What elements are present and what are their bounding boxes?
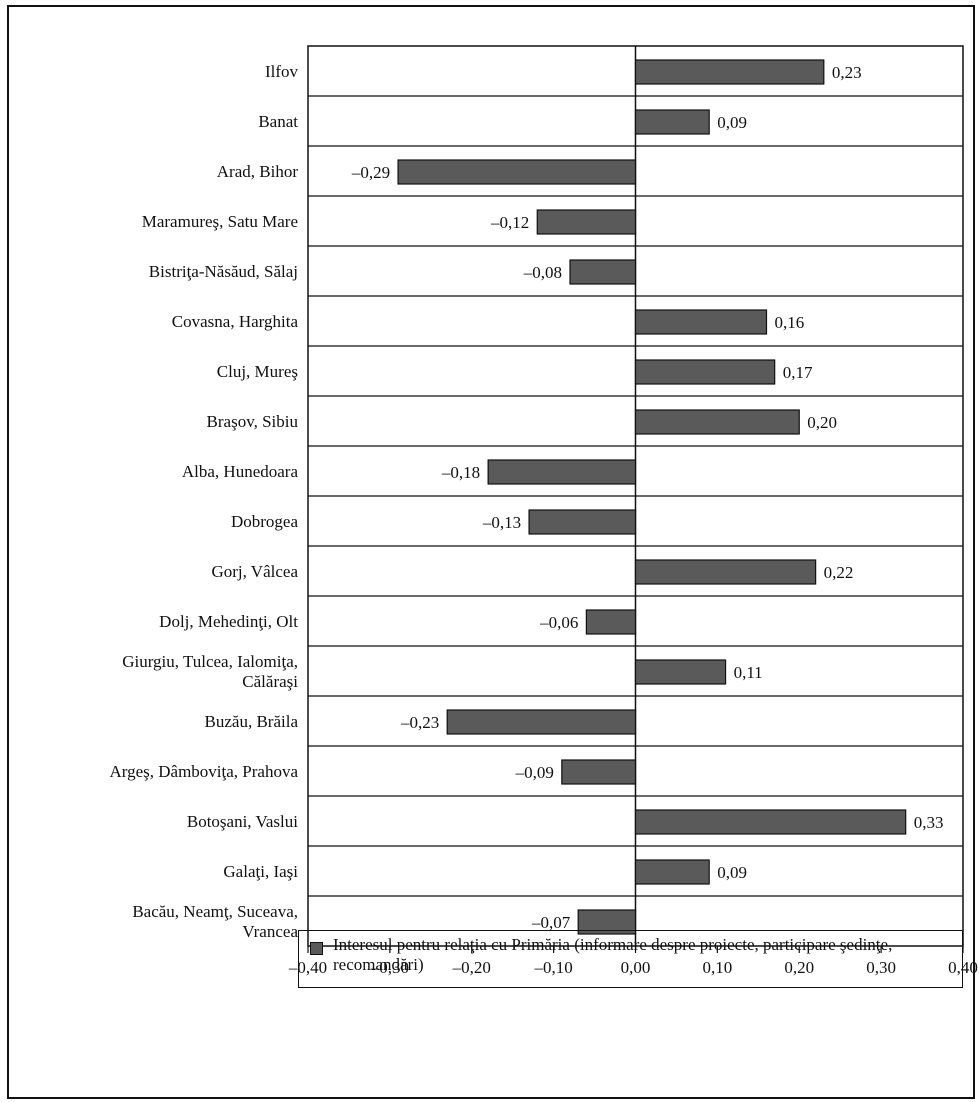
category-label-line: Maramureş, Satu Mare xyxy=(142,212,298,231)
value-label: –0,18 xyxy=(441,463,480,482)
category-label: Argeş, Dâmboviţa, Prahova xyxy=(109,762,298,781)
category-label-line: Arad, Bihor xyxy=(217,162,299,181)
category-label-line: Ilfov xyxy=(265,62,299,81)
bar xyxy=(585,609,637,635)
category-label-line: Dobrogea xyxy=(231,512,298,531)
category-label-line: Banat xyxy=(258,112,298,131)
category-label: Braşov, Sibiu xyxy=(207,412,299,431)
bar xyxy=(634,359,776,385)
category-label: Bistriţa-Năsăud, Sălaj xyxy=(149,262,298,281)
category-label-line: Vrancea xyxy=(242,922,298,941)
bar xyxy=(634,109,710,135)
value-label: 0,11 xyxy=(734,663,763,682)
category-label-line: Gorj, Vâlcea xyxy=(211,562,298,581)
x-tick-label: 0,00 xyxy=(621,958,651,977)
category-label: Maramureş, Satu Mare xyxy=(142,212,298,231)
category-label-line: Covasna, Harghita xyxy=(172,312,299,331)
category-label-line: Călăraşi xyxy=(242,672,298,691)
value-label: 0,09 xyxy=(717,863,747,882)
bar xyxy=(634,559,817,585)
category-label-line: Giurgiu, Tulcea, Ialomiţa, xyxy=(122,652,298,671)
x-tick-label: –0,20 xyxy=(452,958,491,977)
value-label: –0,08 xyxy=(523,263,562,282)
x-tick-label: –0,30 xyxy=(370,958,409,977)
category-label: Cluj, Mureş xyxy=(217,362,298,381)
category-label-line: Alba, Hunedoara xyxy=(182,462,299,481)
bar xyxy=(446,709,637,735)
category-label: Arad, Bihor xyxy=(217,162,299,181)
x-tick-label: –0,10 xyxy=(534,958,573,977)
x-tick-label: 0,10 xyxy=(703,958,733,977)
bar xyxy=(634,59,825,85)
category-label: Galaţi, Iaşi xyxy=(223,862,298,881)
category-label-line: Dolj, Mehedinţi, Olt xyxy=(159,612,298,631)
category-label: Dolj, Mehedinţi, Olt xyxy=(159,612,298,631)
legend: Interesul pentru relaţia cu Primăria (in… xyxy=(298,930,963,988)
value-label: –0,09 xyxy=(515,763,554,782)
x-tick-label: –0,40 xyxy=(288,958,327,977)
value-label: –0,12 xyxy=(490,213,529,232)
bar xyxy=(634,659,727,685)
category-label-line: Bistriţa-Năsăud, Sălaj xyxy=(149,262,298,281)
category-label-line: Argeş, Dâmboviţa, Prahova xyxy=(109,762,298,781)
legend-label: Interesul pentru relaţia cu Primăria (in… xyxy=(333,935,893,974)
category-label: Alba, Hunedoara xyxy=(182,462,299,481)
chart-frame xyxy=(7,5,975,1099)
category-label: Gorj, Vâlcea xyxy=(211,562,298,581)
value-label: –0,06 xyxy=(539,613,578,632)
bar xyxy=(528,509,637,535)
bar xyxy=(634,809,907,835)
value-label: –0,07 xyxy=(531,913,571,932)
bar xyxy=(634,309,768,335)
value-label: 0,33 xyxy=(914,813,944,832)
category-label: Bacău, Neamţ, Suceava, Vrancea xyxy=(132,902,298,941)
category-label-line: Galaţi, Iaşi xyxy=(223,862,298,881)
value-label: –0,23 xyxy=(400,713,439,732)
value-label: 0,16 xyxy=(775,313,805,332)
bar xyxy=(536,209,637,235)
category-label: Buzău, Brăila xyxy=(205,712,299,731)
bar xyxy=(561,759,637,785)
category-label: Giurgiu, Tulcea, Ialomiţa, Călăraşi xyxy=(122,652,298,691)
value-label: 0,20 xyxy=(807,413,837,432)
bar xyxy=(397,159,637,185)
category-label-line: Braşov, Sibiu xyxy=(207,412,299,431)
category-label: Botoşani, Vaslui xyxy=(187,812,298,831)
category-label-line: Buzău, Brăila xyxy=(205,712,299,731)
bar xyxy=(569,259,637,285)
value-label: –0,29 xyxy=(351,163,390,182)
value-label: 0,23 xyxy=(832,63,862,82)
value-label: 0,17 xyxy=(783,363,813,382)
category-label: Covasna, Harghita xyxy=(172,312,299,331)
x-tick-label: 0,20 xyxy=(784,958,814,977)
value-label: 0,09 xyxy=(717,113,747,132)
category-label-line: Bacău, Neamţ, Suceava, xyxy=(132,902,298,921)
x-tick-label: 0,30 xyxy=(866,958,896,977)
category-label: Ilfov xyxy=(265,62,299,81)
bar xyxy=(487,459,637,485)
value-label: –0,13 xyxy=(482,513,521,532)
value-label: 0,22 xyxy=(824,563,854,582)
category-label: Banat xyxy=(258,112,298,131)
bar xyxy=(634,859,710,885)
bar xyxy=(634,409,800,435)
category-label: Dobrogea xyxy=(231,512,298,531)
legend-swatch xyxy=(310,942,323,955)
category-label-line: Botoşani, Vaslui xyxy=(187,812,298,831)
x-tick-label: 0,40 xyxy=(948,958,978,977)
category-label-line: Cluj, Mureş xyxy=(217,362,298,381)
